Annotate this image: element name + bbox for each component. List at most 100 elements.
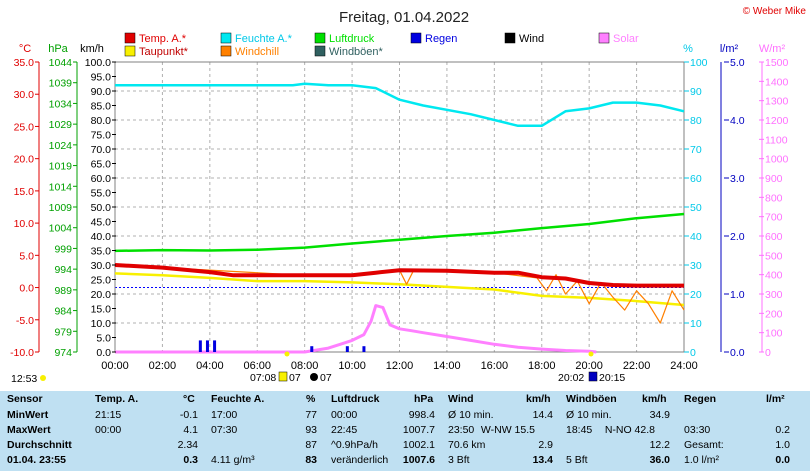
moonrise-time: 12:53: [11, 373, 37, 385]
rain-bar: [345, 346, 349, 352]
rain-tick: 5.0: [730, 57, 745, 69]
table-cell-h-val: 93: [305, 424, 317, 436]
table-cell-w-time: 3 Bft: [448, 454, 470, 466]
header-temp: Temp. A.: [95, 393, 139, 405]
table-cell-h-val: 77: [305, 409, 317, 421]
rain-bar: [310, 346, 314, 352]
wind-tick: 75.0: [91, 130, 112, 142]
pressure-axis-label: hPa: [48, 43, 68, 55]
rain-tick: 0.0: [730, 347, 745, 359]
solar-tick: 300: [765, 289, 783, 301]
temp-tick: 30.0: [14, 89, 35, 101]
wind-tick: 65.0: [91, 159, 112, 171]
legend-label: Feuchte A.*: [235, 33, 293, 45]
rain-tick: 2.0: [730, 231, 745, 243]
table-cell-r-time: 1.0 l/m²: [684, 454, 720, 466]
legend-swatch: [314, 45, 326, 57]
table-cell-h-time: 07:30: [211, 424, 238, 436]
pressure-tick: 1044: [49, 57, 73, 69]
temp-tick: 35.0: [14, 57, 35, 69]
table-cell-p-time: 00:00: [331, 409, 358, 421]
x-tick-label: 08:00: [291, 360, 319, 372]
pressure-tick: 994: [54, 264, 72, 276]
series-luftdruck: [114, 212, 685, 253]
solar-tick: 1000: [765, 154, 789, 166]
temp-axis-label: °C: [19, 43, 31, 55]
legend-swatch: [124, 45, 136, 57]
solar-tick: 800: [765, 192, 783, 204]
solar-tick: 600: [765, 231, 783, 243]
temp-tick: 15.0: [14, 186, 35, 198]
legend-label: Windböen*: [329, 46, 384, 58]
header-rain-unit: l/m²: [766, 393, 785, 405]
solar-tick: 500: [765, 250, 783, 262]
legend-swatch: [598, 32, 610, 44]
legend-swatch: [220, 32, 232, 44]
series-taupunkt: [114, 272, 685, 307]
table-cell-label: MinWert: [7, 409, 49, 421]
moon-icon: [40, 375, 46, 381]
wind-tick: 5.0: [96, 333, 111, 345]
wind-tick: 25.0: [91, 275, 112, 287]
sunrise-axis-marker: [284, 351, 290, 357]
axis-ticks: 35.0 30.0 25.0 20.0 15.0 10.0 5.0 0.0 -5.0 -10.0 1…: [10, 57, 788, 372]
table-cell-label: 01.04. 23:55: [7, 454, 66, 466]
wind-tick: 35.0: [91, 246, 112, 258]
header-gust: Windböen: [566, 393, 617, 405]
table-cell-g-time: Ø 10 min.: [566, 409, 612, 421]
series-temp-a: [114, 263, 684, 288]
wind-tick: 20.0: [91, 289, 112, 301]
sunrise-time: 07:08: [250, 372, 276, 384]
humidity-tick: 40: [690, 231, 702, 243]
x-tick-label: 00:00: [101, 360, 129, 372]
solar-tick: 200: [765, 308, 783, 320]
table-cell-w-time: Ø 10 min.: [448, 409, 494, 421]
wind-tick: 40.0: [91, 231, 112, 243]
temp-tick: 5.0: [19, 250, 34, 262]
table-cell-r-val: 0.2: [775, 424, 790, 436]
humidity-tick: 80: [690, 115, 702, 127]
rain-bar: [213, 340, 217, 352]
table-cell-h-time: 4.11 g/m³: [211, 454, 255, 466]
header-hum: Feuchte A.: [211, 393, 265, 405]
table-cell-t-val: 2.34: [177, 439, 198, 451]
pressure-tick: 1024: [49, 140, 73, 152]
table-cell-p-val: 1002.1: [402, 439, 435, 451]
humidity-tick: 10: [690, 318, 702, 330]
temp-tick: 25.0: [14, 121, 35, 133]
sunset-axis-marker: [588, 351, 594, 357]
pressure-tick: 1034: [49, 98, 73, 110]
rain-axis-label: l/m²: [720, 43, 739, 55]
table-cell-p-time: 22:45: [331, 424, 358, 436]
temp-tick: 20.0: [14, 154, 35, 166]
legend-label: Luftdruck: [329, 33, 375, 45]
plot-area: [114, 82, 685, 354]
temp-tick: -10.0: [10, 347, 34, 359]
header-wind-unit: km/h: [526, 393, 551, 405]
rain-bar: [205, 340, 209, 352]
wind-tick: 60.0: [91, 173, 112, 185]
legend-label: Solar: [613, 33, 639, 45]
table-cell-r-val: 0.0: [775, 454, 790, 466]
solar-tick: 1400: [765, 76, 789, 88]
moon-phase-icon: [310, 373, 318, 381]
solar-tick: 1500: [765, 57, 789, 69]
series-windchill: [114, 264, 685, 324]
table-cell-p-time: ^0.9hPa/h: [331, 439, 378, 451]
wind-tick: 55.0: [91, 188, 112, 200]
humidity-tick: 0: [690, 347, 696, 359]
legend-swatch: [220, 45, 232, 57]
header-gust-unit: km/h: [642, 393, 667, 405]
table-cell-w-val: 13.4: [532, 454, 553, 466]
rain-bar: [198, 340, 202, 352]
temp-tick: 10.0: [14, 218, 35, 230]
table-cell-r-time: Gesamt:: [684, 439, 724, 451]
sunset-icon: [588, 371, 598, 382]
axis-unit-labels: °C hPa km/h% l/m² W/m²: [19, 43, 786, 55]
table-cell-p-val: 998.4: [408, 409, 435, 421]
table-cell-t-val: -0.1: [179, 409, 198, 421]
table-cell-r-val: 1.0: [775, 439, 790, 451]
table-cell-p-val: 1007.6: [402, 454, 435, 466]
rain-bar: [362, 346, 366, 352]
